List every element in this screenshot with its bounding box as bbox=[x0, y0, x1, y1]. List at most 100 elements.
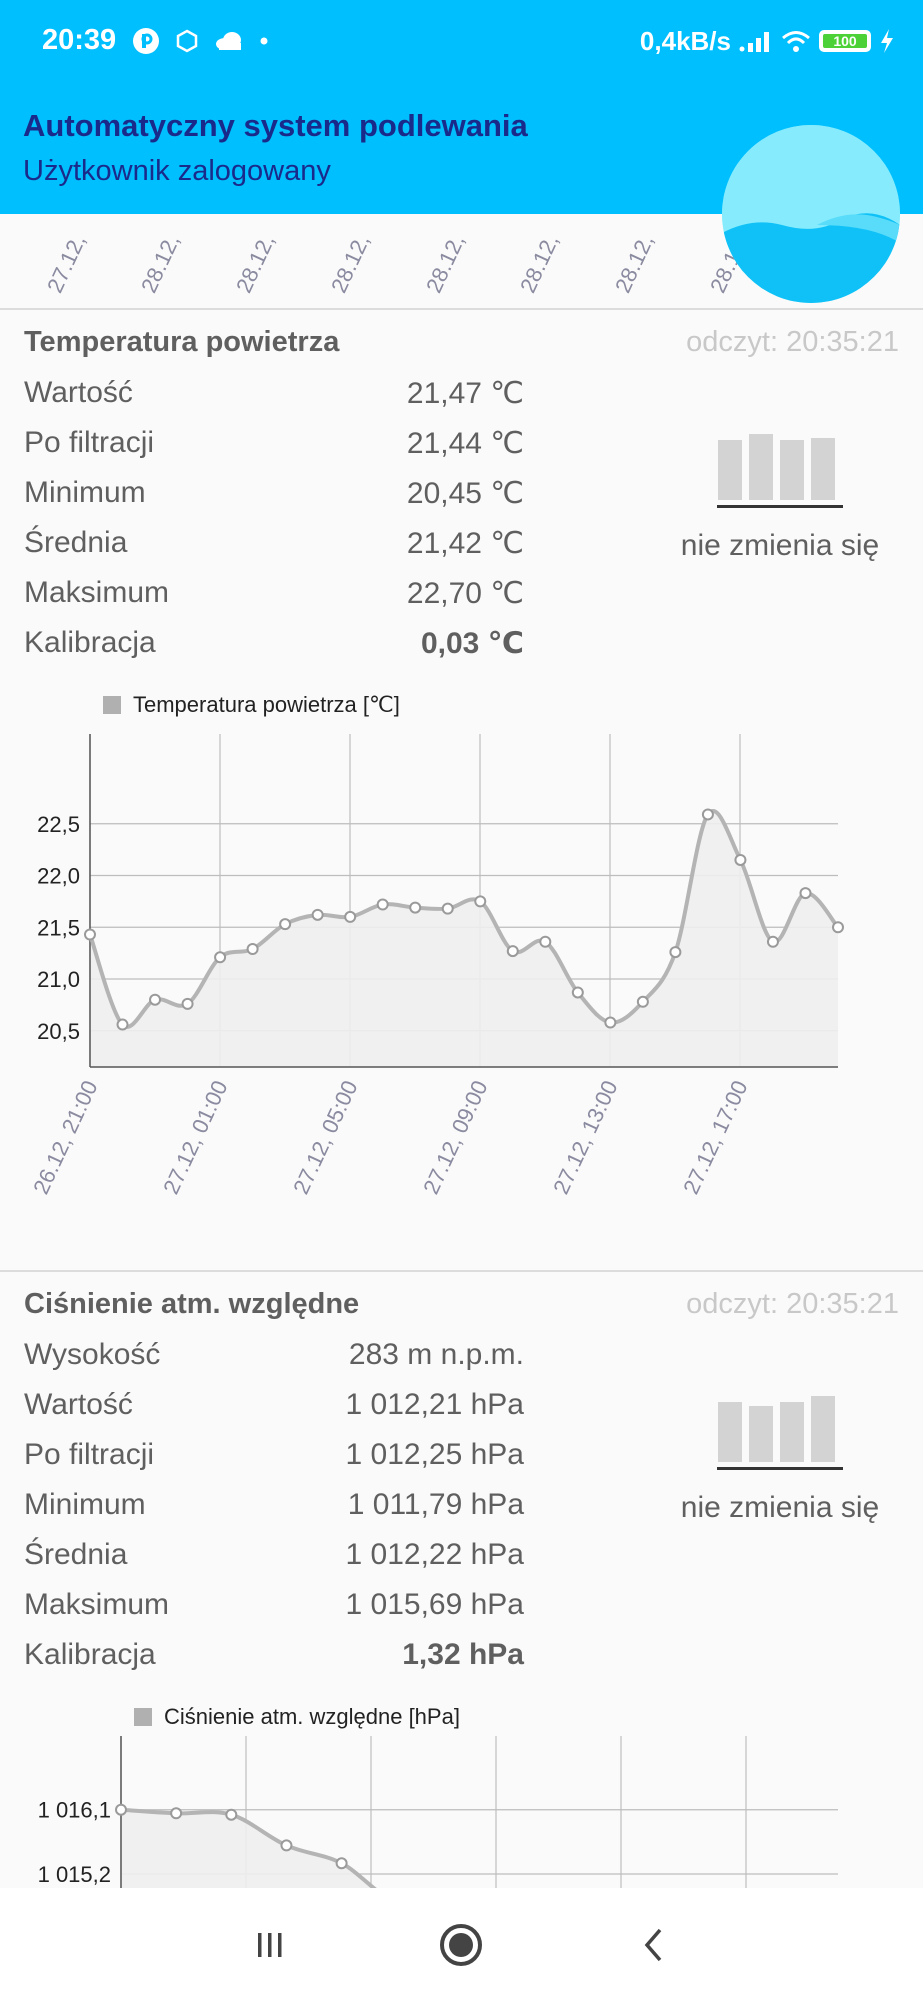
stat-row: Kalibracja 0,03 ℃ bbox=[24, 626, 524, 660]
axis-label: 28.12, bbox=[231, 230, 280, 297]
section-title: Temperatura powietrza bbox=[24, 326, 340, 358]
home-icon bbox=[440, 1924, 482, 1966]
y-tick-label: 22,5 bbox=[37, 812, 80, 837]
signal-icon bbox=[739, 32, 769, 52]
reading-time: odczyt: 20:35:21 bbox=[686, 326, 899, 358]
data-point bbox=[604, 1016, 617, 1029]
recent-apps-button[interactable] bbox=[240, 1918, 300, 1972]
y-tick-label: 21,5 bbox=[37, 915, 80, 940]
y-tick-label: 20,5 bbox=[37, 1019, 80, 1044]
section-title: Ciśnienie atm. względne bbox=[24, 1288, 360, 1320]
stat-row: Po filtracji 1 012,25 hPa bbox=[24, 1438, 524, 1471]
y-tick-label: 22,0 bbox=[37, 864, 80, 889]
stat-row: Minimum 20,45 ℃ bbox=[24, 476, 524, 510]
system-navigation-bar bbox=[0, 1888, 923, 2000]
y-tick-label: 1 016,1 bbox=[38, 1798, 111, 1823]
status-right: 0,4kB/s 100 bbox=[640, 24, 895, 58]
data-point bbox=[116, 1018, 129, 1031]
y-tick-label: 21,0 bbox=[37, 967, 80, 992]
x-tick-label: 27.12, 05:00 bbox=[288, 1077, 362, 1198]
data-point bbox=[409, 901, 422, 914]
stat-row: Minimum 1 011,79 hPa bbox=[24, 1488, 524, 1521]
home-button[interactable] bbox=[431, 1918, 491, 1972]
series-line bbox=[120, 1807, 377, 1888]
axis-label: 28.12, bbox=[515, 230, 564, 297]
temperature-section: Temperatura powietrza odczyt: 20:35:21 W… bbox=[0, 312, 923, 1270]
divider bbox=[0, 1270, 923, 1272]
hexagon-icon bbox=[176, 29, 198, 53]
cloud-icon bbox=[216, 32, 241, 50]
stat-row: Kalibracja 1,32 hPa bbox=[24, 1638, 524, 1671]
x-tick-label: 27.12, 17:00 bbox=[678, 1077, 752, 1198]
data-point bbox=[571, 986, 584, 999]
net-speed: 0,4kB/s bbox=[639, 25, 731, 56]
axis-label: 28.12, bbox=[136, 230, 185, 297]
p-icon bbox=[133, 28, 159, 54]
axis-label: 28.12, bbox=[610, 230, 659, 297]
stat-row: Średnia 21,42 ℃ bbox=[24, 526, 524, 560]
x-tick-label: 27.12, 09:00 bbox=[418, 1077, 492, 1198]
trend-text: nie zmienia się bbox=[680, 529, 880, 562]
data-point bbox=[669, 946, 682, 959]
data-point bbox=[84, 928, 96, 941]
wifi-icon bbox=[782, 31, 810, 52]
x-tick-label: 26.12, 21:00 bbox=[28, 1077, 102, 1198]
data-point bbox=[734, 853, 747, 866]
temperature-chart[interactable]: Temperatura powietrza [℃] 22,5 22,0 21,5 21,… bbox=[0, 682, 923, 1272]
trend-text: nie zmienia się bbox=[680, 1491, 880, 1524]
login-status: Użytkownik zalogowany bbox=[23, 155, 331, 187]
y-tick-label: 1 015,2 bbox=[38, 1862, 111, 1887]
stat-row: Wartość 1 012,21 hPa bbox=[24, 1388, 524, 1421]
data-point bbox=[335, 1857, 348, 1870]
app-title: Automatyczny system podlewania bbox=[23, 108, 528, 143]
data-point bbox=[766, 935, 779, 948]
charging-icon bbox=[881, 29, 893, 53]
legend-label: Temperatura powietrza [℃] bbox=[133, 692, 400, 717]
stat-row: Maksimum 22,70 ℃ bbox=[24, 576, 524, 610]
stat-row: Maksimum 1 015,69 hPa bbox=[24, 1588, 524, 1621]
status-left-icons bbox=[132, 24, 268, 58]
data-point bbox=[225, 1808, 238, 1821]
data-point bbox=[701, 808, 714, 821]
axis-label: 28.12, bbox=[421, 230, 470, 297]
data-point bbox=[376, 898, 389, 911]
data-point bbox=[246, 943, 259, 955]
stat-row: Po filtracji 21,44 ℃ bbox=[24, 426, 524, 460]
legend-label: Ciśnienie atm. względne [hPa] bbox=[164, 1704, 460, 1729]
data-point bbox=[181, 997, 194, 1010]
reading-time: odczyt: 20:35:21 bbox=[686, 1288, 899, 1320]
stat-row: Wartość 21,47 ℃ bbox=[24, 376, 524, 410]
data-point bbox=[115, 1803, 127, 1816]
data-point bbox=[474, 895, 487, 908]
legend-swatch bbox=[134, 1708, 152, 1726]
dot-icon bbox=[260, 37, 268, 45]
data-point bbox=[539, 935, 552, 948]
x-tick-label: 27.12, 01:00 bbox=[158, 1077, 232, 1198]
trend-indicator: nie zmienia się bbox=[680, 1396, 880, 1528]
battery-icon: 100 bbox=[819, 30, 871, 52]
water-logo-icon bbox=[722, 125, 900, 303]
data-point bbox=[214, 951, 227, 964]
data-point bbox=[311, 908, 324, 921]
pressure-chart[interactable]: Ciśnienie atm. względne [hPa] 1 016,1 1 01… bbox=[0, 1694, 923, 1888]
bar-trend-icon bbox=[717, 1396, 843, 1470]
data-point bbox=[280, 1839, 293, 1852]
app-header: 20:39 0,4kB/s 100 Automatyczny system po… bbox=[0, 0, 923, 214]
x-tick-label: 27.12, 13:00 bbox=[548, 1077, 622, 1198]
data-point bbox=[799, 887, 812, 900]
status-time: 20:39 bbox=[42, 24, 117, 56]
bar-trend-icon bbox=[717, 434, 843, 508]
trend-indicator: nie zmienia się bbox=[680, 434, 880, 566]
data-point bbox=[344, 910, 357, 923]
series-area bbox=[90, 810, 838, 1067]
data-point bbox=[279, 918, 292, 931]
back-icon bbox=[644, 1928, 662, 1962]
data-point bbox=[149, 993, 162, 1006]
back-button[interactable] bbox=[624, 1918, 684, 1972]
legend-swatch bbox=[103, 696, 121, 714]
data-point bbox=[506, 945, 519, 958]
stat-row: Wysokość 283 m n.p.m. bbox=[24, 1338, 524, 1371]
axis-label: 28.12, bbox=[326, 230, 375, 297]
recent-apps-icon bbox=[258, 1933, 282, 1957]
data-point bbox=[170, 1807, 183, 1820]
